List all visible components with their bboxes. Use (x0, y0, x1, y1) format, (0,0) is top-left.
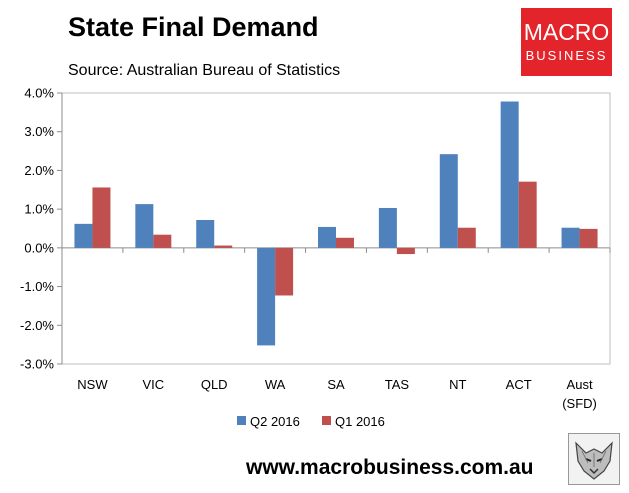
wolf-icon (568, 433, 620, 485)
y-tick-label: -2.0% (20, 318, 54, 333)
x-tick-label: NT (449, 377, 466, 392)
x-tick-label: QLD (201, 377, 228, 392)
x-tick-label: VIC (142, 377, 164, 392)
macro-business-logo[interactable]: MACRO BUSINESS (521, 8, 612, 76)
bar-q2-4 (318, 226, 336, 248)
x-tick-label: WA (265, 377, 286, 392)
bar-q2-1 (135, 204, 154, 248)
y-tick-label: -1.0% (20, 279, 54, 294)
bar-q2-2 (196, 219, 215, 248)
chart-subtitle: Source: Australian Bureau of Statistics (68, 62, 341, 79)
bar-q1-4 (336, 237, 354, 248)
bar-q2-0 (74, 223, 93, 248)
bar-q1-6 (457, 227, 476, 248)
logo-line2: BUSINESS (525, 48, 608, 63)
bar-q1-0 (92, 187, 111, 248)
chart-title: State Final Demand (68, 12, 319, 42)
bar-q2-8 (561, 227, 580, 248)
x-tick-label: (SFD) (562, 396, 597, 411)
bar-q1-2 (214, 245, 233, 248)
legend-swatch (322, 416, 331, 425)
bar-q2-3 (257, 247, 276, 346)
bar-q1-1 (153, 234, 172, 248)
bar-q1-7 (518, 181, 537, 248)
bar-q1-5 (396, 247, 415, 255)
y-tick-label: 3.0% (24, 124, 54, 139)
bar-q1-3 (275, 247, 294, 296)
y-tick-label: 1.0% (24, 202, 54, 217)
x-tick-label: Aust (567, 377, 593, 392)
bar-q2-7 (500, 101, 519, 248)
x-tick-label: ACT (506, 377, 532, 392)
legend-swatch (237, 416, 246, 425)
logo-line1: MACRO (523, 19, 610, 45)
bar-q1-8 (579, 228, 598, 248)
website-url[interactable]: www.macrobusiness.com.au (246, 456, 534, 479)
y-tick-label: 4.0% (24, 86, 54, 101)
x-tick-label: TAS (385, 377, 410, 392)
x-tick-label: NSW (77, 377, 108, 392)
legend-label: Q1 2016 (335, 414, 385, 429)
bar-q2-6 (439, 154, 458, 248)
y-tick-label: -3.0% (20, 357, 54, 372)
y-tick-label: 2.0% (24, 163, 54, 178)
bar-q2-5 (378, 207, 397, 248)
legend-label: Q2 2016 (250, 414, 300, 429)
y-tick-label: 0.0% (24, 240, 54, 255)
x-tick-label: SA (327, 377, 345, 392)
